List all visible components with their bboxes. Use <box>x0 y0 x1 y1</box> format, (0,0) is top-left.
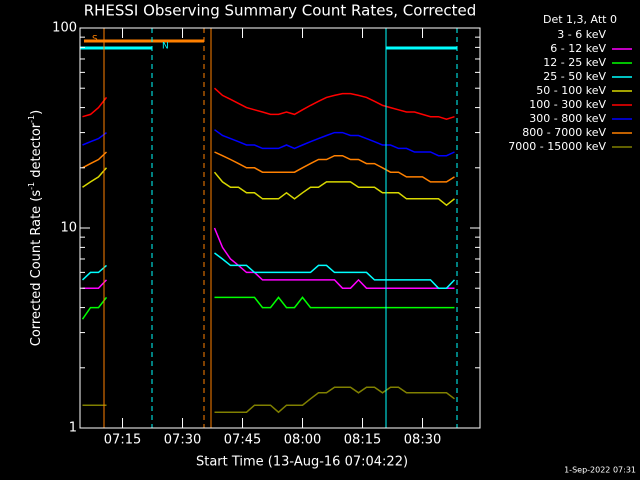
y-label-part: Corrected Count Rate (s <box>29 190 44 347</box>
timestamp: 1-Sep-2022 07:31 <box>564 466 636 475</box>
legend-label: 3 - 6 keV <box>557 28 606 41</box>
series-line <box>82 296 455 394</box>
legend-title: Det 1,3, Att 0 <box>543 13 617 26</box>
y-tick-label: 100 <box>52 21 77 36</box>
x-tick-label: 07:30 <box>164 433 201 448</box>
x-axis-label: Start Time (13-Aug-16 07:04:22) <box>196 455 408 470</box>
flag-label: N <box>162 42 169 52</box>
x-tick-label: 08:15 <box>344 433 381 448</box>
plot-frame <box>79 27 481 429</box>
x-tick-label: 07:45 <box>224 433 261 448</box>
y-label-part: detector <box>29 122 44 182</box>
x-tick-label: 08:00 <box>284 433 321 448</box>
series-line <box>82 386 455 414</box>
y-tick-label: 10 <box>60 221 77 236</box>
x-tick-label: 07:15 <box>104 433 141 448</box>
series-line <box>82 87 455 120</box>
y-label-part: ) <box>29 110 44 115</box>
series-line <box>81 252 456 289</box>
legend-label: 25 - 50 keV <box>543 70 606 83</box>
legend-label: 100 - 300 keV <box>529 98 606 111</box>
y-label-part: -1 <box>27 182 36 190</box>
series-line <box>81 296 455 320</box>
y-label-part: -1 <box>27 115 36 123</box>
x-tick-label: 08:30 <box>404 433 441 448</box>
series-line <box>82 151 455 183</box>
y-axis-label: Corrected Count Rate (s-1 detector-1) <box>27 110 44 346</box>
legend-label: 800 - 7000 keV <box>522 126 606 139</box>
legend-label: 300 - 800 keV <box>529 112 606 125</box>
legend-label: 12 - 25 keV <box>543 56 606 69</box>
flag-label: S <box>92 35 98 45</box>
series-line <box>82 129 455 157</box>
legend-label: 7000 - 15000 keV <box>508 140 606 153</box>
chart-title: RHESSI Observing Summary Count Rates, Co… <box>84 2 477 20</box>
legend-label: 50 - 100 keV <box>536 84 606 97</box>
legend-label: 6 - 12 keV <box>550 42 606 55</box>
y-tick-label: 1 <box>69 421 77 436</box>
series-line <box>82 167 455 207</box>
